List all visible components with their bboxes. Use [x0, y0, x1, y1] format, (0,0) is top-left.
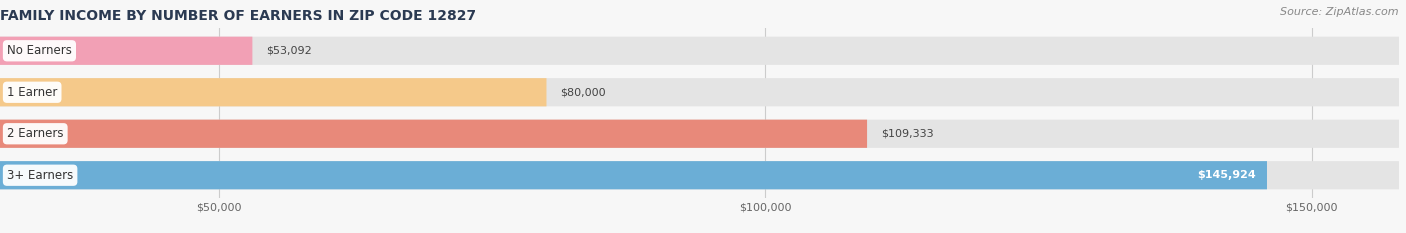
- FancyBboxPatch shape: [0, 37, 1399, 65]
- FancyBboxPatch shape: [0, 78, 1399, 106]
- Text: $53,092: $53,092: [266, 46, 312, 56]
- Text: $145,924: $145,924: [1197, 170, 1256, 180]
- Text: $80,000: $80,000: [561, 87, 606, 97]
- Text: 1 Earner: 1 Earner: [7, 86, 58, 99]
- Text: 2 Earners: 2 Earners: [7, 127, 63, 140]
- Text: Source: ZipAtlas.com: Source: ZipAtlas.com: [1281, 7, 1399, 17]
- Text: $109,333: $109,333: [882, 129, 934, 139]
- Text: 3+ Earners: 3+ Earners: [7, 169, 73, 182]
- FancyBboxPatch shape: [0, 120, 1399, 148]
- FancyBboxPatch shape: [0, 161, 1399, 189]
- Text: FAMILY INCOME BY NUMBER OF EARNERS IN ZIP CODE 12827: FAMILY INCOME BY NUMBER OF EARNERS IN ZI…: [0, 9, 477, 23]
- FancyBboxPatch shape: [0, 37, 253, 65]
- FancyBboxPatch shape: [0, 161, 1267, 189]
- FancyBboxPatch shape: [0, 120, 868, 148]
- Text: No Earners: No Earners: [7, 44, 72, 57]
- FancyBboxPatch shape: [0, 78, 547, 106]
